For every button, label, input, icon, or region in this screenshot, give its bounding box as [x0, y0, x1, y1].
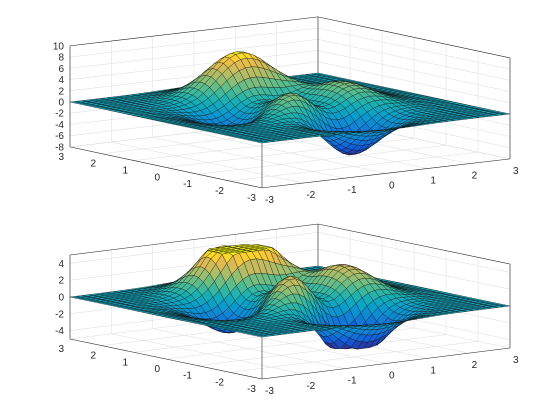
z-tick-label: -2	[55, 309, 64, 320]
wall-grid-z	[69, 61, 319, 92]
z-tick-label: 8	[58, 53, 64, 64]
wall-grid-z	[317, 50, 511, 92]
z-tick-label: 0	[58, 293, 64, 304]
axis-box-edge	[69, 338, 263, 380]
wall-grid-z	[69, 39, 319, 69]
z-tick-label: -2	[55, 109, 64, 120]
wall-grid-z	[317, 232, 511, 273]
wall-grid-z	[317, 39, 511, 81]
y-tick-label: 0	[154, 172, 160, 183]
z-tick-label: 2	[58, 86, 64, 97]
z-tick-label: 10	[53, 41, 65, 52]
z-tick-label: 6	[58, 64, 64, 75]
x-tick-label: 0	[389, 180, 395, 191]
y-tick-label: -1	[183, 371, 192, 382]
y-tick-label: 2	[90, 351, 96, 362]
x-tick-label: 3	[513, 355, 519, 366]
z-tick-label: 4	[58, 75, 64, 86]
axis-box-edge	[317, 223, 511, 265]
wall-grid-z	[317, 61, 511, 104]
x-tick-label: 2	[472, 171, 478, 182]
y-tick-label: 3	[58, 152, 64, 163]
axis-box-edge	[261, 347, 511, 380]
surface-face	[257, 335, 269, 338]
surface-mesh-bottom	[69, 244, 511, 350]
x-tick-label: -1	[348, 185, 357, 196]
floor-grid-y	[165, 138, 415, 168]
axis-box-edge	[261, 158, 511, 189]
wall-grid-z	[317, 27, 511, 70]
surface-mesh-top	[69, 51, 511, 156]
x-tick-label: 1	[430, 365, 436, 376]
y-tick-label: 0	[154, 364, 160, 375]
wall-grid-z	[69, 232, 319, 264]
y-tick-label: -2	[215, 377, 224, 388]
y-tick-label: 2	[90, 159, 96, 170]
x-tick-label: -3	[265, 386, 274, 397]
x-tick-label: -3	[265, 195, 274, 206]
wall-grid-z	[69, 50, 319, 80]
wall-grid-z	[317, 248, 511, 290]
x-tick-label: 0	[389, 371, 395, 382]
axis-box-edge	[69, 16, 319, 47]
axis-box-edge	[69, 223, 319, 256]
z-tick-label: -4	[55, 326, 64, 337]
x-tick-label: -2	[306, 190, 315, 201]
y-tick-label: 1	[122, 357, 128, 368]
y-tick-label: -3	[247, 193, 256, 204]
z-tick-label: -6	[55, 131, 64, 142]
surface-face	[257, 141, 269, 144]
y-tick-label: -1	[183, 179, 192, 190]
z-tick-label: 0	[58, 98, 64, 109]
y-tick-label: 1	[122, 166, 128, 177]
z-tick-label: -8	[55, 142, 64, 153]
x-tick-label: 2	[472, 360, 478, 371]
x-tick-label: 3	[513, 166, 519, 177]
y-tick-label: -2	[215, 186, 224, 197]
y-tick-label: -3	[247, 384, 256, 395]
wall-grid-z	[69, 27, 319, 58]
axis-box-edge	[69, 146, 263, 189]
x-tick-label: 1	[430, 176, 436, 187]
axis-box-edge	[317, 16, 511, 59]
surface-plot-bottom: 4 2 0 -2 -4 -3 -2 -1 0 1 2 3 -3 -2 -1 0 1 2 3	[55, 223, 519, 397]
z-tick-label: 2	[58, 276, 64, 287]
x-tick-label: -2	[306, 381, 315, 392]
y-tick-label: 3	[58, 344, 64, 355]
x-tick-label: -1	[348, 376, 357, 387]
tick-labels-bottom: 4 2 0 -2 -4 -3 -2 -1 0 1 2 3 -3 -2 -1 0 1 2 3	[55, 259, 519, 397]
z-tick-label: 4	[58, 259, 64, 270]
z-tick-label: -4	[55, 120, 64, 131]
